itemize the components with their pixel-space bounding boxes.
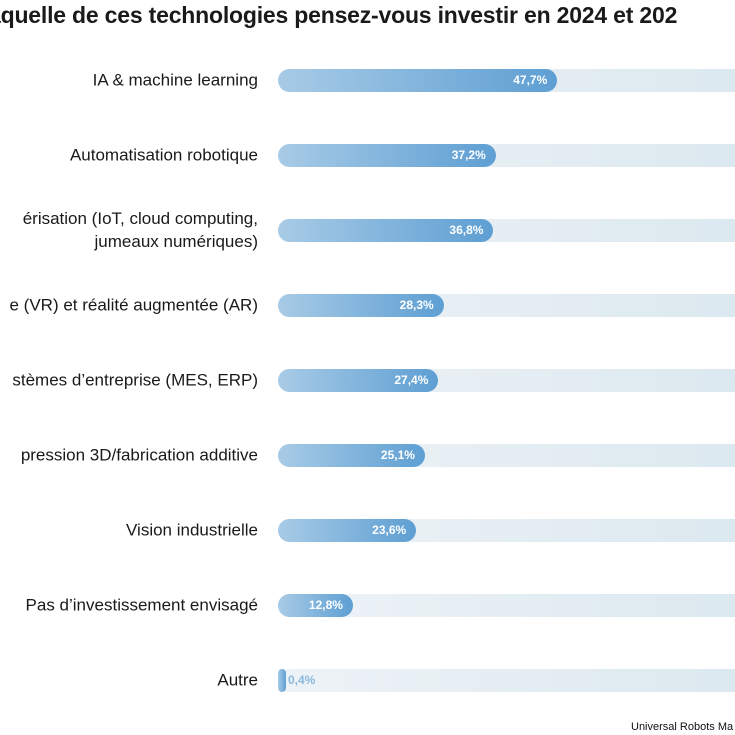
bar-track: 28,3% <box>278 293 735 317</box>
data-label: 47,7% <box>513 72 548 87</box>
bar-track: 23,6% <box>278 518 735 542</box>
data-label: 23,6% <box>372 522 407 537</box>
chart-title: aquelle de ces technologies pensez-vous … <box>0 2 678 28</box>
bar-row: Vision industrielle 23,6% <box>0 500 735 560</box>
data-label: 12,8% <box>308 597 343 612</box>
category-label: Autre <box>217 670 258 690</box>
category-label: e (VR) et réalité augmentée (AR) <box>9 295 259 315</box>
bar-track: 37,2% <box>278 143 735 167</box>
bar <box>278 293 444 317</box>
bar-row: érisation (IoT, cloud computing, jumeaux … <box>0 200 735 260</box>
bar-track: 12,8% <box>278 593 735 617</box>
source-credit: Universal Robots Ma <box>631 721 734 733</box>
bar <box>278 143 496 167</box>
bar-row: pression 3D/fabrication additive 25,1% <box>0 425 735 485</box>
bar-track: 36,8% <box>278 218 735 242</box>
category-label: stèmes d’entreprise (MES, ERP) <box>12 370 258 390</box>
data-label: 25,1% <box>380 447 415 462</box>
bar-row: Pas d’investissement envisagé 12,8% <box>0 575 735 635</box>
bar-track: 25,1% <box>278 443 735 467</box>
bar <box>278 68 558 92</box>
bar-row: IA & machine learning 47,7% <box>0 50 735 110</box>
category-label: Automatisation robotique <box>69 145 258 165</box>
bar <box>278 368 439 392</box>
bar <box>278 218 494 242</box>
bar <box>278 518 417 542</box>
data-label: 27,4% <box>394 372 429 387</box>
bar-track: 27,4% <box>278 368 735 392</box>
bar-row: Autre 0,4% <box>0 650 735 710</box>
bar-row: e (VR) et réalité augmentée (AR) 28,3% <box>0 275 735 335</box>
data-label: 0,4% <box>288 672 316 687</box>
data-label: 36,8% <box>449 222 484 237</box>
category-label: érisation (IoT, cloud computing, jumeaux … <box>22 209 258 251</box>
data-label: 37,2% <box>451 147 486 162</box>
bar-row: stèmes d’entreprise (MES, ERP) 27,4% <box>0 350 735 410</box>
bar-track: 47,7% <box>278 68 735 92</box>
bar <box>278 443 425 467</box>
category-label: Pas d’investissement envisagé <box>25 595 258 615</box>
category-label: IA & machine learning <box>92 70 258 90</box>
bar-row: Automatisation robotique 37,2% <box>0 125 735 185</box>
category-label: pression 3D/fabrication additive <box>20 445 258 465</box>
category-label: Vision industrielle <box>126 520 258 540</box>
data-label: 28,3% <box>399 297 434 312</box>
bar <box>278 593 353 617</box>
bar-track: 0,4% <box>278 668 735 692</box>
bar <box>278 668 286 692</box>
